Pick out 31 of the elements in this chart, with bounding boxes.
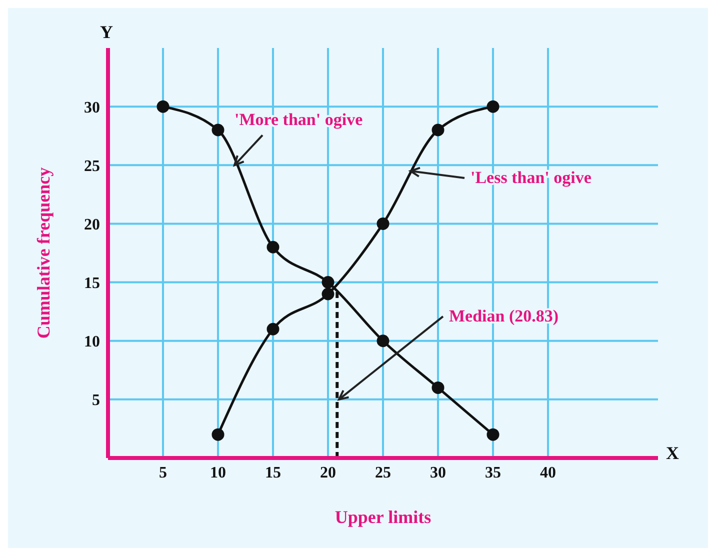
point xyxy=(266,240,280,254)
y-tick-label: 30 xyxy=(84,99,100,116)
x-tick-label: 40 xyxy=(540,464,556,482)
point xyxy=(432,381,444,394)
point xyxy=(432,124,444,136)
y-axis-title: Cumulative frequency xyxy=(33,167,54,339)
point xyxy=(376,334,390,348)
y-tick-label: 10 xyxy=(84,334,100,351)
point xyxy=(486,428,500,441)
y-tick-label: 25 xyxy=(84,158,100,175)
y-tick-label: 15 xyxy=(84,274,100,292)
text: X xyxy=(666,443,679,464)
point xyxy=(486,100,500,113)
x-tick-label: 35 xyxy=(485,464,501,482)
x-tick-label: 25 xyxy=(375,464,391,482)
x-axis-title: Upper limits xyxy=(334,507,432,527)
x-tick-label: 15 xyxy=(265,464,281,482)
text: Y xyxy=(100,22,113,43)
point xyxy=(376,217,390,230)
x-tick-label: 30 xyxy=(430,464,446,482)
point xyxy=(212,428,224,441)
x-tick-label: 5 xyxy=(159,464,167,482)
point xyxy=(156,100,170,113)
x-tick-label: 10 xyxy=(210,464,226,482)
y-tick-label: 5 xyxy=(92,392,100,410)
point xyxy=(212,124,224,136)
point xyxy=(322,276,334,289)
y-tick-label: 20 xyxy=(84,216,100,234)
point xyxy=(266,322,280,336)
point xyxy=(322,288,334,300)
x-tick-label: 20 xyxy=(320,464,336,482)
